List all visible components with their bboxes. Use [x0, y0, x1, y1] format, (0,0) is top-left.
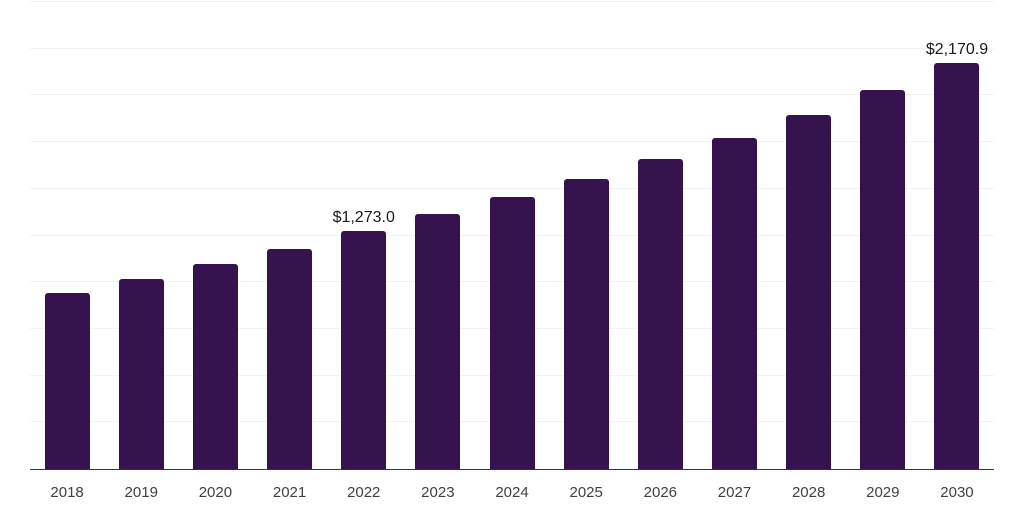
- x-tick-2019: 2019: [124, 484, 158, 501]
- bar-2022[interactable]: [341, 231, 387, 469]
- bars-container: $1,273.0 $2,170.9: [30, 2, 994, 469]
- bar-column-2028: [772, 2, 846, 469]
- x-tick-2030: 2030: [940, 484, 974, 501]
- bar-2025[interactable]: [563, 178, 609, 469]
- gridline: [30, 1, 994, 2]
- bar-2018[interactable]: [44, 292, 90, 469]
- x-tick-2024: 2024: [495, 484, 529, 501]
- bar-2020[interactable]: [192, 263, 238, 469]
- bar-column-2029: [846, 2, 920, 469]
- bar-column-2024: [475, 2, 549, 469]
- gridline: [30, 141, 994, 143]
- bar-2028[interactable]: [786, 115, 832, 469]
- bar-column-2022: $1,273.0: [327, 2, 401, 469]
- value-label-2022: $1,273.0: [332, 209, 395, 227]
- bar-2027[interactable]: [711, 138, 757, 469]
- bar-column-2027: [697, 2, 771, 469]
- x-tick-2020: 2020: [198, 484, 233, 501]
- bar-column-2030: $2,170.9: [920, 2, 994, 469]
- bar-column-2026: [623, 2, 697, 469]
- x-tick-2026: 2026: [643, 484, 678, 501]
- bar-column-2018: [30, 2, 104, 469]
- x-tick-2025: 2025: [569, 484, 603, 501]
- bar-column-2019: [104, 2, 178, 469]
- bar-2029[interactable]: [860, 89, 906, 469]
- bar-2023[interactable]: [415, 214, 461, 469]
- bar-column-2025: [549, 2, 623, 469]
- gridline: [30, 47, 994, 49]
- x-tick-2022: 2022: [347, 484, 381, 501]
- bar-2021[interactable]: [267, 248, 313, 469]
- x-tick-2027: 2027: [717, 484, 752, 501]
- bar-2019[interactable]: [118, 278, 164, 469]
- x-tick-2018: 2018: [50, 484, 84, 501]
- x-tick-2021: 2021: [272, 484, 307, 501]
- x-tick-2023: 2023: [421, 484, 455, 501]
- bar-column-2021: [252, 2, 326, 469]
- gridline: [30, 187, 994, 189]
- bar-column-2023: [401, 2, 475, 469]
- plot-area: $1,273.0 $2,170.9: [30, 1, 994, 470]
- bar-2024[interactable]: [489, 196, 535, 469]
- bar-2030[interactable]: [934, 63, 980, 469]
- x-axis-labels: 2018 2019 2020 2021 2022 2023 2024 2025 2026 2027…: [30, 485, 994, 501]
- value-label-2030: $2,170.9: [925, 41, 989, 59]
- x-tick-2028: 2028: [791, 484, 826, 501]
- gridline: [30, 94, 994, 96]
- bar-2026[interactable]: [637, 159, 683, 469]
- x-tick-2029: 2029: [866, 484, 900, 501]
- bar-column-2020: [178, 2, 252, 469]
